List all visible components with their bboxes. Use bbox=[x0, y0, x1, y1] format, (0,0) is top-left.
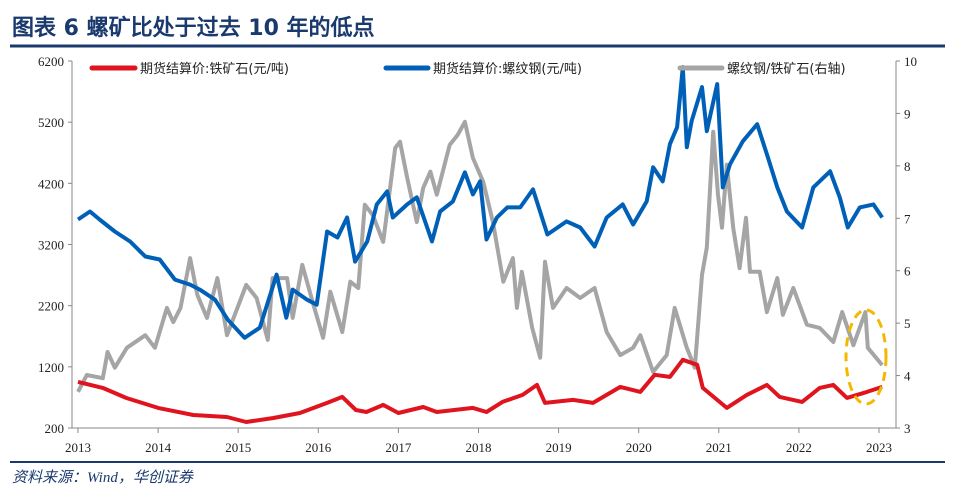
y2-tick-label: 4 bbox=[904, 369, 911, 384]
y-tick-label: 1200 bbox=[38, 360, 64, 375]
highlight-ellipse bbox=[844, 308, 888, 406]
x-tick-label: 2018 bbox=[466, 440, 492, 455]
x-tick-label: 2016 bbox=[305, 440, 332, 455]
y-tick-label: 3200 bbox=[38, 238, 64, 253]
x-tick-label: 2015 bbox=[225, 440, 251, 455]
legend-label-ratio: 螺纹钢/铁矿石(右轴) bbox=[727, 62, 846, 77]
chart-title: 图表 6 螺矿比处于过去 10 年的低点 bbox=[12, 16, 375, 41]
iron-ore-line bbox=[77, 357, 883, 424]
rebar-line bbox=[76, 65, 884, 340]
y-tick-label: 2200 bbox=[38, 299, 64, 314]
x-tick-label: 2013 bbox=[65, 440, 91, 455]
x-tick-label: 2014 bbox=[145, 440, 172, 455]
y2-tick-label: 8 bbox=[904, 159, 911, 174]
y-tick-label: 5200 bbox=[38, 115, 64, 130]
legend-label-iron-ore: 期货结算价:铁矿石(元/吨) bbox=[140, 61, 289, 77]
x-tick-label: 2023 bbox=[866, 440, 892, 455]
legend-label-rebar: 期货结算价:螺纹钢(元/吨) bbox=[433, 61, 582, 77]
y-tick-label: 200 bbox=[45, 421, 65, 436]
x-tick-label: 2019 bbox=[546, 440, 572, 455]
source-note: 资料来源：Wind，华创证券 bbox=[12, 470, 193, 486]
ratio-line bbox=[76, 119, 884, 393]
legend: 期货结算价:铁矿石(元/吨) 期货结算价:螺纹钢(元/吨) 螺纹钢/铁矿石(右轴… bbox=[80, 56, 846, 78]
y-tick-label: 4200 bbox=[38, 176, 64, 191]
x-tick-label: 2022 bbox=[786, 440, 812, 455]
x-tick-label: 2020 bbox=[626, 440, 652, 455]
y2-tick-label: 9 bbox=[904, 106, 911, 121]
x-tick-label: 2021 bbox=[706, 440, 732, 455]
y2-tick-label: 3 bbox=[904, 421, 911, 436]
y2-tick-label: 7 bbox=[904, 211, 911, 226]
x-tick-label: 2017 bbox=[385, 440, 412, 455]
y-tick-label: 6200 bbox=[38, 54, 64, 69]
y2-tick-label: 10 bbox=[904, 54, 917, 69]
y2-tick-label: 6 bbox=[904, 264, 911, 279]
y2-tick-label: 5 bbox=[904, 316, 911, 331]
